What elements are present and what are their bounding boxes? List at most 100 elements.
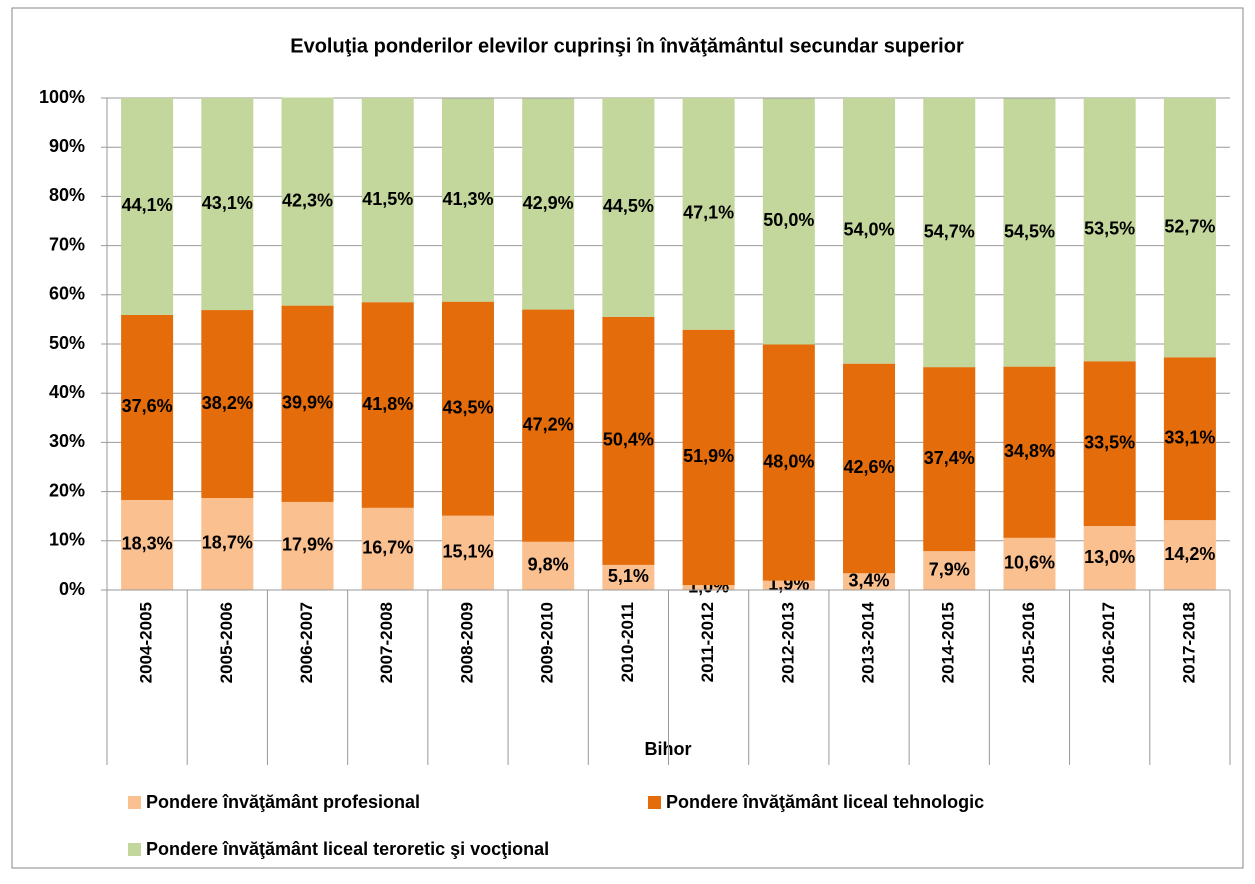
data-label: 3,4% (849, 570, 890, 590)
bar-segment (281, 305, 334, 502)
legend-swatch (128, 796, 141, 809)
x-tick-label: 2007-2008 (377, 602, 396, 683)
data-label: 54,7% (924, 221, 975, 241)
data-label: 47,1% (683, 203, 734, 223)
data-label: 34,8% (1004, 441, 1055, 461)
bar-segment (361, 98, 414, 303)
bar-segment (441, 301, 494, 516)
bar-segment (843, 363, 896, 574)
data-label: 44,5% (603, 196, 654, 216)
x-tick-label: 2013-2014 (859, 601, 878, 683)
y-tick-label: 40% (49, 382, 85, 402)
y-tick-label: 80% (49, 185, 85, 205)
data-label: 41,5% (362, 189, 413, 209)
bar-segment (1003, 537, 1056, 590)
x-tick-label: 2008-2009 (457, 602, 476, 683)
bar-segment (522, 309, 575, 542)
bar-segment (682, 98, 735, 330)
bar-segment (682, 585, 735, 590)
y-tick-label: 70% (49, 234, 85, 254)
x-tick-label: 2012-2013 (778, 602, 797, 683)
bar-segment (441, 515, 494, 590)
legend-swatch (648, 796, 661, 809)
x-tick-label: 2009-2010 (538, 602, 557, 683)
data-label: 42,6% (844, 457, 895, 477)
bar-segment (602, 316, 655, 565)
data-label: 43,5% (442, 397, 493, 417)
bar-segment (121, 314, 174, 500)
y-tick-label: 50% (49, 333, 85, 353)
y-tick-label: 90% (49, 136, 85, 156)
bar-segment (1083, 361, 1136, 527)
bar-segment (1163, 357, 1216, 521)
data-label: 42,3% (282, 190, 333, 210)
data-label: 54,5% (1004, 221, 1055, 241)
bar-segment (201, 497, 254, 590)
data-label: 47,2% (523, 414, 574, 434)
data-label: 54,0% (844, 220, 895, 240)
bar-segment (843, 98, 896, 364)
bar-segment (1163, 98, 1216, 358)
bar-segment (361, 302, 414, 508)
data-label: 7,9% (929, 559, 970, 579)
data-label: 33,5% (1084, 432, 1135, 452)
data-label: 43,1% (202, 193, 253, 213)
x-tick-label: 2006-2007 (297, 602, 316, 683)
bar-segment (1163, 520, 1216, 590)
bar-segment (762, 98, 815, 345)
bar-segment (281, 501, 334, 590)
data-label: 15,1% (442, 542, 493, 562)
bar-segment (441, 98, 494, 302)
data-label: 50,0% (763, 210, 814, 230)
x-tick-label: 2016-2017 (1099, 602, 1118, 683)
x-tick-label: 2014-2015 (939, 602, 958, 683)
data-label: 37,6% (122, 396, 173, 416)
data-label: 41,8% (362, 394, 413, 414)
y-tick-label: 10% (49, 530, 85, 550)
data-label: 41,3% (442, 189, 493, 209)
data-label: 13,0% (1084, 547, 1135, 567)
x-tick-label: 2004-2005 (137, 602, 156, 683)
bar-segment (923, 98, 976, 368)
bar-segment (923, 551, 976, 590)
data-label: 18,3% (122, 534, 173, 554)
data-label: 38,2% (202, 393, 253, 413)
legend-label: Pondere învăţământ profesional (146, 792, 420, 812)
bar-segment (843, 573, 896, 590)
y-tick-label: 0% (59, 579, 85, 599)
bar-segment (1083, 98, 1136, 362)
bar-segment (1003, 366, 1056, 538)
data-label: 18,7% (202, 533, 253, 553)
bar-segment (522, 98, 575, 310)
data-label: 14,2% (1164, 544, 1215, 564)
bar-segment (201, 98, 254, 311)
bar-segment (602, 98, 655, 317)
data-label: 9,8% (528, 555, 569, 575)
legend-swatch (128, 843, 141, 856)
legend-label: Pondere învăţământ liceal teroretic şi v… (146, 839, 549, 859)
x-tick-label: 2010-2011 (618, 602, 637, 682)
bar-segment (522, 541, 575, 590)
x-tick-label: 2005-2006 (217, 602, 236, 683)
bar-segment (923, 367, 976, 552)
x-tick-label: 2015-2016 (1019, 602, 1038, 683)
bar-segment (1083, 526, 1136, 590)
bar-segment (121, 499, 174, 590)
bar-segment (281, 97, 334, 306)
chart-title: Evoluţia ponderilor elevilor cuprinşi în… (290, 35, 964, 57)
x-tick-label: 2011-2012 (698, 602, 717, 682)
data-label: 53,5% (1084, 218, 1135, 238)
bar-segment (602, 564, 655, 590)
data-label: 16,7% (362, 538, 413, 558)
y-tick-label: 30% (49, 431, 85, 451)
y-tick-label: 100% (39, 87, 85, 107)
data-label: 50,4% (603, 430, 654, 450)
data-label: 37,4% (924, 448, 975, 468)
data-label: 10,6% (1004, 553, 1055, 573)
y-tick-label: 60% (49, 284, 85, 304)
bar-segment (762, 580, 815, 590)
data-label: 52,7% (1164, 216, 1215, 236)
bar-segment (1003, 98, 1056, 367)
data-label: 33,1% (1164, 427, 1215, 447)
